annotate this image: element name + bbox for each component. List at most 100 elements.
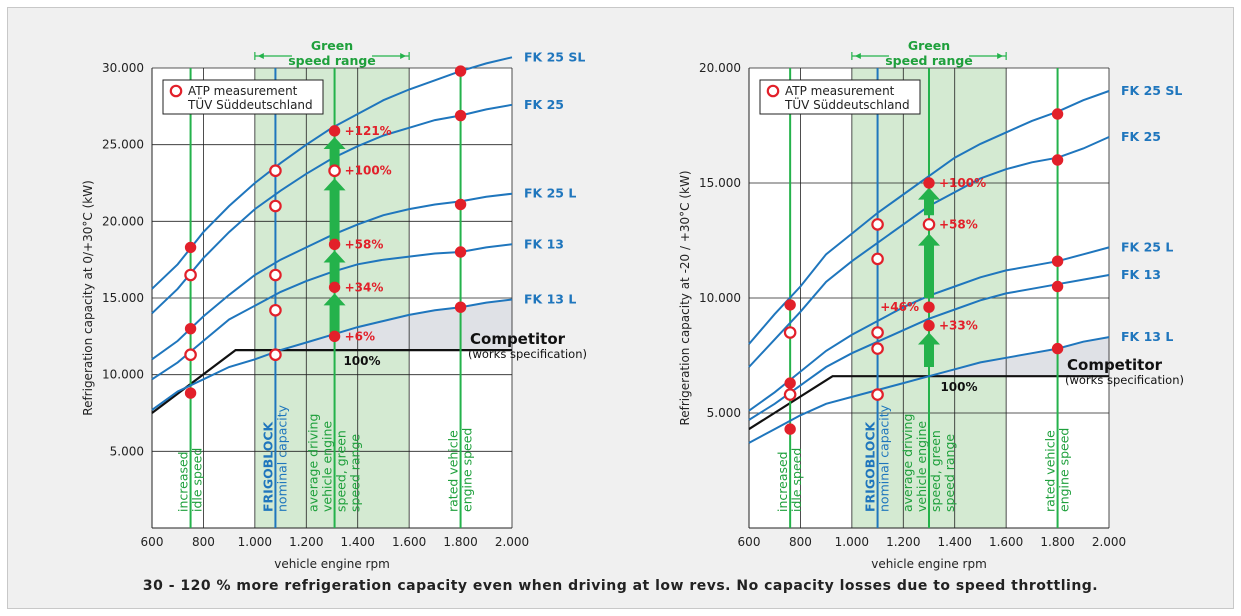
x-tick-label: 1.800 xyxy=(443,535,477,549)
marker-label-line: increased xyxy=(176,451,191,512)
y-tick-label: 15.000 xyxy=(699,176,741,190)
data-point xyxy=(328,281,341,293)
measurement-point xyxy=(871,388,884,401)
y-tick-label: 30.000 xyxy=(102,61,144,75)
improvement-arrow xyxy=(918,332,940,367)
legend-text: ATP measurement xyxy=(785,84,895,98)
y-tick-label: 20.000 xyxy=(102,214,144,228)
measurement-point xyxy=(269,348,282,362)
data-point xyxy=(454,301,467,313)
marker-label-line: rated vehicle xyxy=(1043,430,1058,512)
y-axis-label: Refrigeration capacity at -20 / +30°C (k… xyxy=(678,170,692,425)
series-label: FK 13 L xyxy=(524,292,576,307)
data-point xyxy=(1051,108,1064,120)
x-tick-label: 800 xyxy=(192,535,215,549)
x-tick-label: 1.200 xyxy=(289,535,323,549)
data-point xyxy=(923,301,935,313)
data-point xyxy=(328,330,341,343)
x-axis-label: vehicle engine rpm xyxy=(274,557,390,571)
marker-label: increased idle speed xyxy=(176,448,205,512)
y-tick-label: 15.000 xyxy=(102,291,144,305)
series-label: FK 25 xyxy=(1121,129,1161,144)
marker-label-line: speed, green xyxy=(928,430,943,512)
marker-label-line: increased xyxy=(775,451,790,512)
improvement-arrow xyxy=(323,293,346,334)
legend-box xyxy=(759,79,921,115)
measurement-point xyxy=(269,199,282,213)
marker-label: rated vehicle engine speed xyxy=(446,428,475,512)
marker-label-line: average driving xyxy=(900,414,915,512)
percent-annotation: +58% xyxy=(345,237,384,251)
improvement-arrow xyxy=(918,233,940,298)
competitor-note: (works specification) xyxy=(468,347,587,361)
data-point xyxy=(184,387,197,399)
data-point xyxy=(328,125,341,137)
green-range-label: Green xyxy=(311,38,353,53)
legend-text: TÜV Süddeutschland xyxy=(784,96,910,112)
y-axis-label: Refrigeration capacity at 0/+30°C (kW) xyxy=(81,180,95,415)
measurement-point xyxy=(871,326,884,339)
measurement-point xyxy=(783,326,797,339)
data-point xyxy=(923,319,935,332)
competitor-percent: 100% xyxy=(940,380,977,394)
competitor-percent: 100% xyxy=(343,354,380,368)
y-tick-label: 5.000 xyxy=(110,444,144,458)
measurement-point xyxy=(184,348,197,362)
marker-label-line: speed, green xyxy=(334,430,349,512)
chart-1: 5.000 10.000 15.000 20.000 25.000 30.000 600 80… xyxy=(81,38,587,571)
percent-annotation: +34% xyxy=(345,280,384,294)
competitor-line xyxy=(748,375,1109,431)
x-tick-label: 2.000 xyxy=(1092,535,1126,549)
series-curve xyxy=(748,90,1110,345)
data-point xyxy=(784,377,796,389)
percent-annotation: +100% xyxy=(939,176,986,190)
marker-label: increased idle speed xyxy=(775,448,804,512)
marker-label-line: vehicle engine xyxy=(320,421,335,512)
x-tick-label: 600 xyxy=(738,535,761,549)
measurement-point xyxy=(922,218,936,231)
data-point xyxy=(454,65,467,77)
series-curve xyxy=(748,274,1110,421)
marker-label-line: average driving xyxy=(306,414,321,512)
x-axis-label: vehicle engine rpm xyxy=(871,557,987,571)
y-tick-label: 10.000 xyxy=(102,368,144,382)
data-point xyxy=(1051,255,1064,267)
marker-label-line: rated vehicle xyxy=(446,430,461,512)
competitor-label: Competitor xyxy=(470,330,566,348)
green-range-label: speed range xyxy=(885,53,973,68)
measurement-point xyxy=(328,164,341,178)
green-range-arrowhead xyxy=(854,53,861,59)
legend-box xyxy=(162,79,324,115)
data-point xyxy=(454,109,467,122)
competitor-note: (works specification) xyxy=(1065,373,1184,387)
y-tick-label: 20.000 xyxy=(699,61,741,75)
percent-annotation: +33% xyxy=(939,319,978,333)
green-range-label: speed range xyxy=(288,53,376,68)
x-tick-label: 1.000 xyxy=(835,535,869,549)
marker-label-line: FRIGOBLOCK xyxy=(260,420,275,512)
marker-label-line: engine speed xyxy=(1057,428,1072,512)
x-tick-label: 600 xyxy=(141,535,164,549)
data-point xyxy=(1051,342,1064,355)
x-tick-label: 1.400 xyxy=(341,535,375,549)
legend-text: TÜV Süddeutschland xyxy=(187,96,313,112)
series-label: FK 25 SL xyxy=(1121,83,1182,98)
x-tick-label: 1.800 xyxy=(1040,535,1074,549)
data-point xyxy=(784,299,796,311)
measurement-point xyxy=(269,303,282,317)
x-tick-label: 1.400 xyxy=(938,535,972,549)
percent-annotation: +58% xyxy=(939,217,978,231)
measurement-point xyxy=(871,218,884,231)
legend-text: ATP measurement xyxy=(188,84,298,98)
data-point xyxy=(184,241,197,254)
y-tick-label: 25.000 xyxy=(102,138,144,152)
data-point xyxy=(923,177,935,189)
marker-label-line: idle speed xyxy=(789,448,804,512)
marker-label-line: FRIGOBLOCK xyxy=(863,420,878,512)
marker-label: FRIGOBLOCK nominal capacity xyxy=(260,404,289,512)
x-tick-label: 800 xyxy=(789,535,812,549)
series-label: FK 13 xyxy=(524,236,564,251)
